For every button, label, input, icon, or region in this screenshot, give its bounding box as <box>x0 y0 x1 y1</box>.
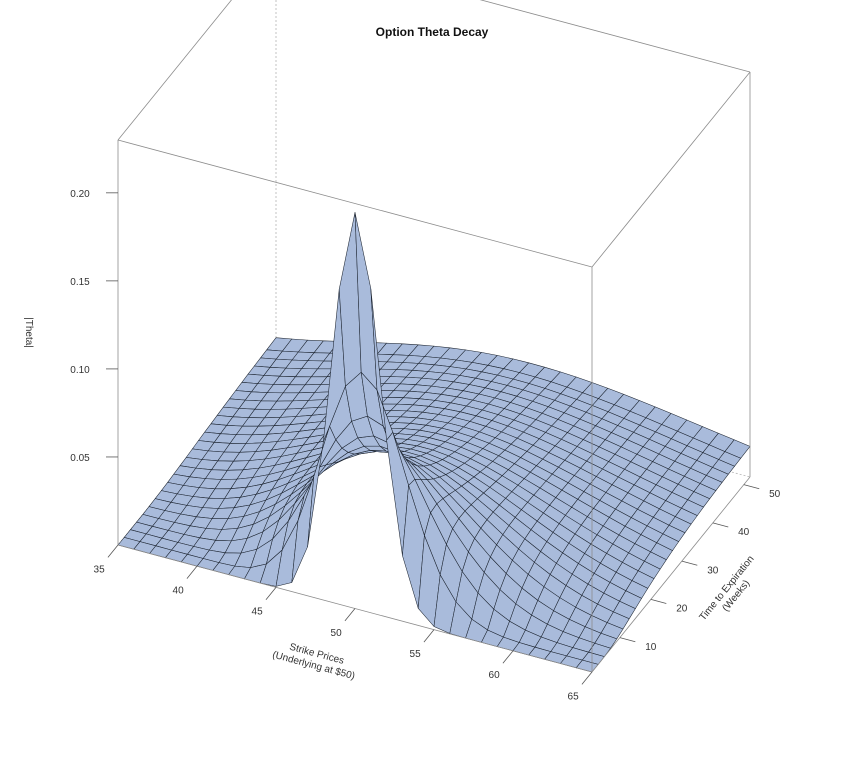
x-tick-mark <box>186 565 198 579</box>
theta-surface <box>117 212 751 673</box>
y-tick-mark <box>681 560 698 566</box>
box-edge <box>117 139 593 268</box>
x-tick-label: 55 <box>410 649 422 660</box>
x-tick-label: 60 <box>489 670 501 681</box>
y-tick-label: 10 <box>645 642 657 653</box>
y-tick-label: 30 <box>707 565 719 576</box>
x-tick-label: 35 <box>94 564 106 575</box>
x-tick-mark <box>344 608 356 622</box>
y-tick-label: 50 <box>769 489 781 500</box>
y-tick-mark <box>712 522 729 528</box>
z-tick-label: 0.15 <box>70 277 90 288</box>
x-tick-label: 45 <box>252 607 264 618</box>
y-tick-mark <box>619 637 636 643</box>
x-tick-label: 50 <box>331 628 343 639</box>
z-tick-label: 0.20 <box>70 189 90 200</box>
box-edge <box>591 476 751 673</box>
x-tick-mark <box>265 587 277 601</box>
x-tick-label: 65 <box>568 691 580 702</box>
box-edge <box>479 0 751 73</box>
y-tick-label: 40 <box>738 527 750 538</box>
y-tick-mark <box>743 484 760 490</box>
z-tick-label: 0.10 <box>70 365 90 376</box>
x-tick-mark <box>423 629 435 643</box>
box-edge <box>117 0 232 141</box>
x-tick-mark <box>107 544 119 558</box>
x-axis-title: Strike Prices(Underlying at $50) <box>271 642 356 682</box>
x-tick-mark <box>581 671 593 685</box>
z-tick-label: 0.05 <box>70 453 90 464</box>
x-tick-mark <box>502 650 514 664</box>
chart-title: Option Theta Decay <box>376 25 489 39</box>
y-tick-mark <box>650 598 667 604</box>
x-tick-label: 40 <box>173 586 185 597</box>
y-tick-label: 20 <box>676 604 688 615</box>
z-axis-title: |Theta| <box>23 317 34 348</box>
box-edge <box>591 71 751 268</box>
